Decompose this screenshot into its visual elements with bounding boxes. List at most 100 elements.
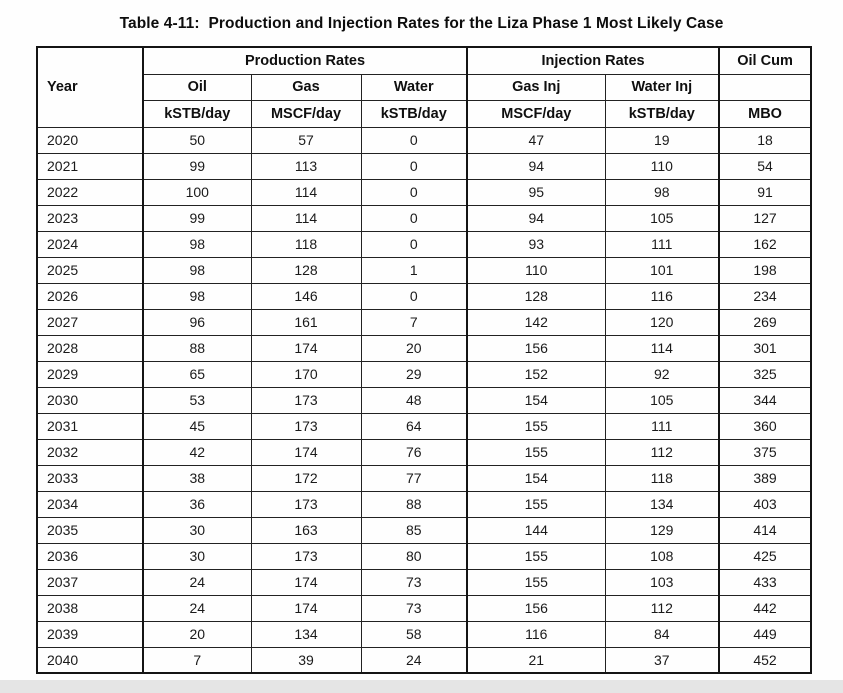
value-cell: 116 [604,282,720,310]
table-row: 2039 20 134 58 116 84 449 [36,620,812,648]
value-cell: 47 [466,126,606,154]
value-cell: 403 [718,490,812,518]
table-body: 2020 50 57 0 47 19 18 2021 99 113 0 94 110 54 2022 100 1… [36,126,812,674]
table-row: 2028 88 174 20 156 114 301 [36,334,812,362]
value-cell: 114 [250,204,362,232]
oil-cum-spacer-cell [718,73,812,101]
value-cell: 54 [718,152,812,180]
year-cell: 2020 [36,126,144,154]
value-cell: 154 [466,386,606,414]
production-injection-rates-table: Year Production Rates Injection Rates Oi… [36,46,813,674]
value-cell: 112 [604,594,720,622]
value-cell: 7 [360,308,468,336]
value-cell: 98 [142,256,252,284]
year-cell: 2029 [36,360,144,388]
oil-column-header: Oil [142,73,252,101]
value-cell: 110 [604,152,720,180]
value-cell: 325 [718,360,812,388]
value-cell: 0 [360,126,468,154]
value-cell: 64 [360,412,468,440]
value-cell: 29 [360,360,468,388]
water-inj-column-header: Water Inj [604,73,720,101]
table-row: 2022 100 114 0 95 98 91 [36,178,812,206]
value-cell: 114 [604,334,720,362]
value-cell: 112 [604,438,720,466]
value-cell: 105 [604,386,720,414]
water-column-header: Water [360,73,468,101]
value-cell: 65 [142,360,252,388]
value-cell: 152 [466,360,606,388]
value-cell: 118 [604,464,720,492]
oil-cum-unit-header: MBO [718,99,812,128]
value-cell: 98 [142,230,252,258]
header-unit-row: kSTB/day MSCF/day kSTB/day MSCF/day kSTB… [37,99,812,128]
value-cell: 127 [718,204,812,232]
value-cell: 146 [250,282,362,310]
value-cell: 155 [466,438,606,466]
value-cell: 174 [250,568,362,596]
value-cell: 433 [718,568,812,596]
value-cell: 108 [604,542,720,570]
value-cell: 360 [718,412,812,440]
value-cell: 58 [360,620,468,648]
year-cell: 2027 [36,308,144,336]
value-cell: 84 [604,620,720,648]
table-row: 2037 24 174 73 155 103 433 [36,568,812,596]
table-row: 2021 99 113 0 94 110 54 [36,152,812,180]
production-rates-group-header: Production Rates [141,46,468,75]
value-cell: 99 [142,204,252,232]
value-cell: 144 [466,516,606,544]
value-cell: 129 [604,516,720,544]
value-cell: 36 [142,490,252,518]
value-cell: 21 [466,646,606,674]
value-cell: 389 [718,464,812,492]
value-cell: 96 [142,308,252,336]
page-bottom-scan-artifact [0,680,843,693]
value-cell: 156 [466,594,606,622]
value-cell: 162 [718,230,812,258]
value-cell: 94 [466,152,606,180]
value-cell: 155 [466,542,606,570]
value-cell: 101 [604,256,720,284]
value-cell: 269 [718,308,812,336]
table-title: Table 4-11: Production and Injection Rat… [119,15,724,32]
value-cell: 1 [360,256,468,284]
value-cell: 301 [718,334,812,362]
value-cell: 73 [360,568,468,596]
value-cell: 18 [718,126,812,154]
value-cell: 234 [718,282,812,310]
value-cell: 173 [250,490,362,518]
year-cell: 2032 [36,438,144,466]
value-cell: 154 [466,464,606,492]
value-cell: 30 [142,516,252,544]
value-cell: 0 [360,204,468,232]
value-cell: 20 [360,334,468,362]
value-cell: 92 [604,360,720,388]
table-row: 2040 7 39 24 21 37 452 [36,646,812,674]
value-cell: 452 [718,646,812,674]
year-cell: 2024 [36,230,144,258]
oil-cum-group-header: Oil Cum [718,46,812,75]
table-row: 2032 42 174 76 155 112 375 [36,438,812,466]
value-cell: 103 [604,568,720,596]
value-cell: 85 [360,516,468,544]
year-cell: 2026 [36,282,144,310]
table-row: 2025 98 128 1 110 101 198 [36,256,812,284]
value-cell: 24 [360,646,468,674]
year-cell: 2031 [36,412,144,440]
year-cell: 2034 [36,490,144,518]
value-cell: 174 [250,334,362,362]
value-cell: 116 [466,620,606,648]
year-cell: 2037 [36,568,144,596]
value-cell: 174 [250,594,362,622]
water-unit-header: kSTB/day [360,99,468,128]
year-column-header: Year [36,46,144,128]
value-cell: 170 [250,360,362,388]
value-cell: 53 [142,386,252,414]
year-cell: 2025 [36,256,144,284]
value-cell: 111 [604,230,720,258]
year-cell: 2039 [36,620,144,648]
value-cell: 110 [466,256,606,284]
value-cell: 0 [360,282,468,310]
value-cell: 0 [360,178,468,206]
